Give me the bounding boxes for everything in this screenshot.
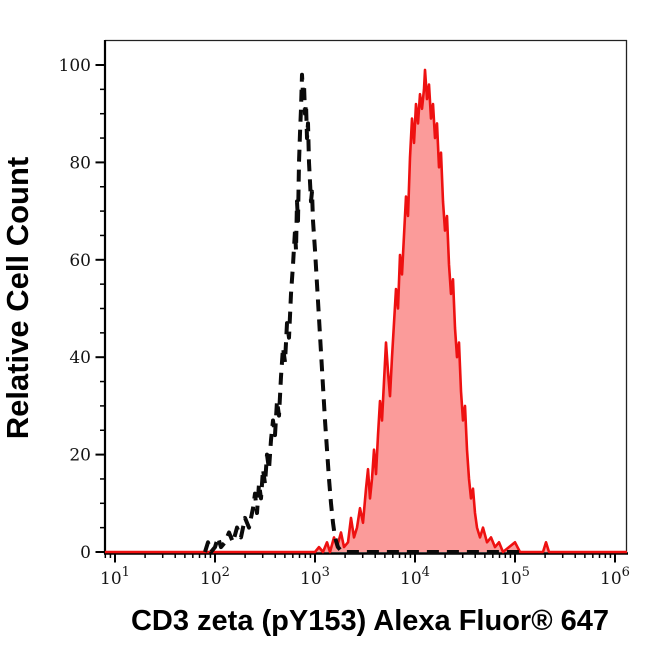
y-axis-tick-label: 80 (69, 153, 91, 173)
y-axis-tick-label: 40 (69, 348, 91, 368)
x-axis-title: CD3 zeta (pY153) Alexa Fluor® 647 (131, 605, 609, 637)
plot-layers: 0 20 40 60 80 100 101 102 103 104 105 106 (59, 39, 630, 589)
x-axis-tick-label: 105 (500, 565, 530, 589)
y-axis-tick-label: 100 (59, 56, 91, 76)
control-histogram-dashed-curve (203, 72, 520, 554)
y-axis-tick-label: 0 (80, 543, 91, 563)
y-axis-tick-label: 60 (69, 251, 91, 271)
x-axis-tick-label: 103 (300, 565, 330, 589)
x-axis-tick-label: 102 (200, 565, 230, 589)
x-axis-tick-label: 106 (600, 565, 630, 589)
y-axis-tick-label: 20 (69, 446, 91, 466)
x-axis-tick-label: 104 (400, 565, 430, 589)
x-axis-tick-label: 101 (100, 565, 130, 589)
y-axis-title: Relative Cell Count (0, 157, 35, 440)
stained-histogram-outline (105, 68, 627, 554)
